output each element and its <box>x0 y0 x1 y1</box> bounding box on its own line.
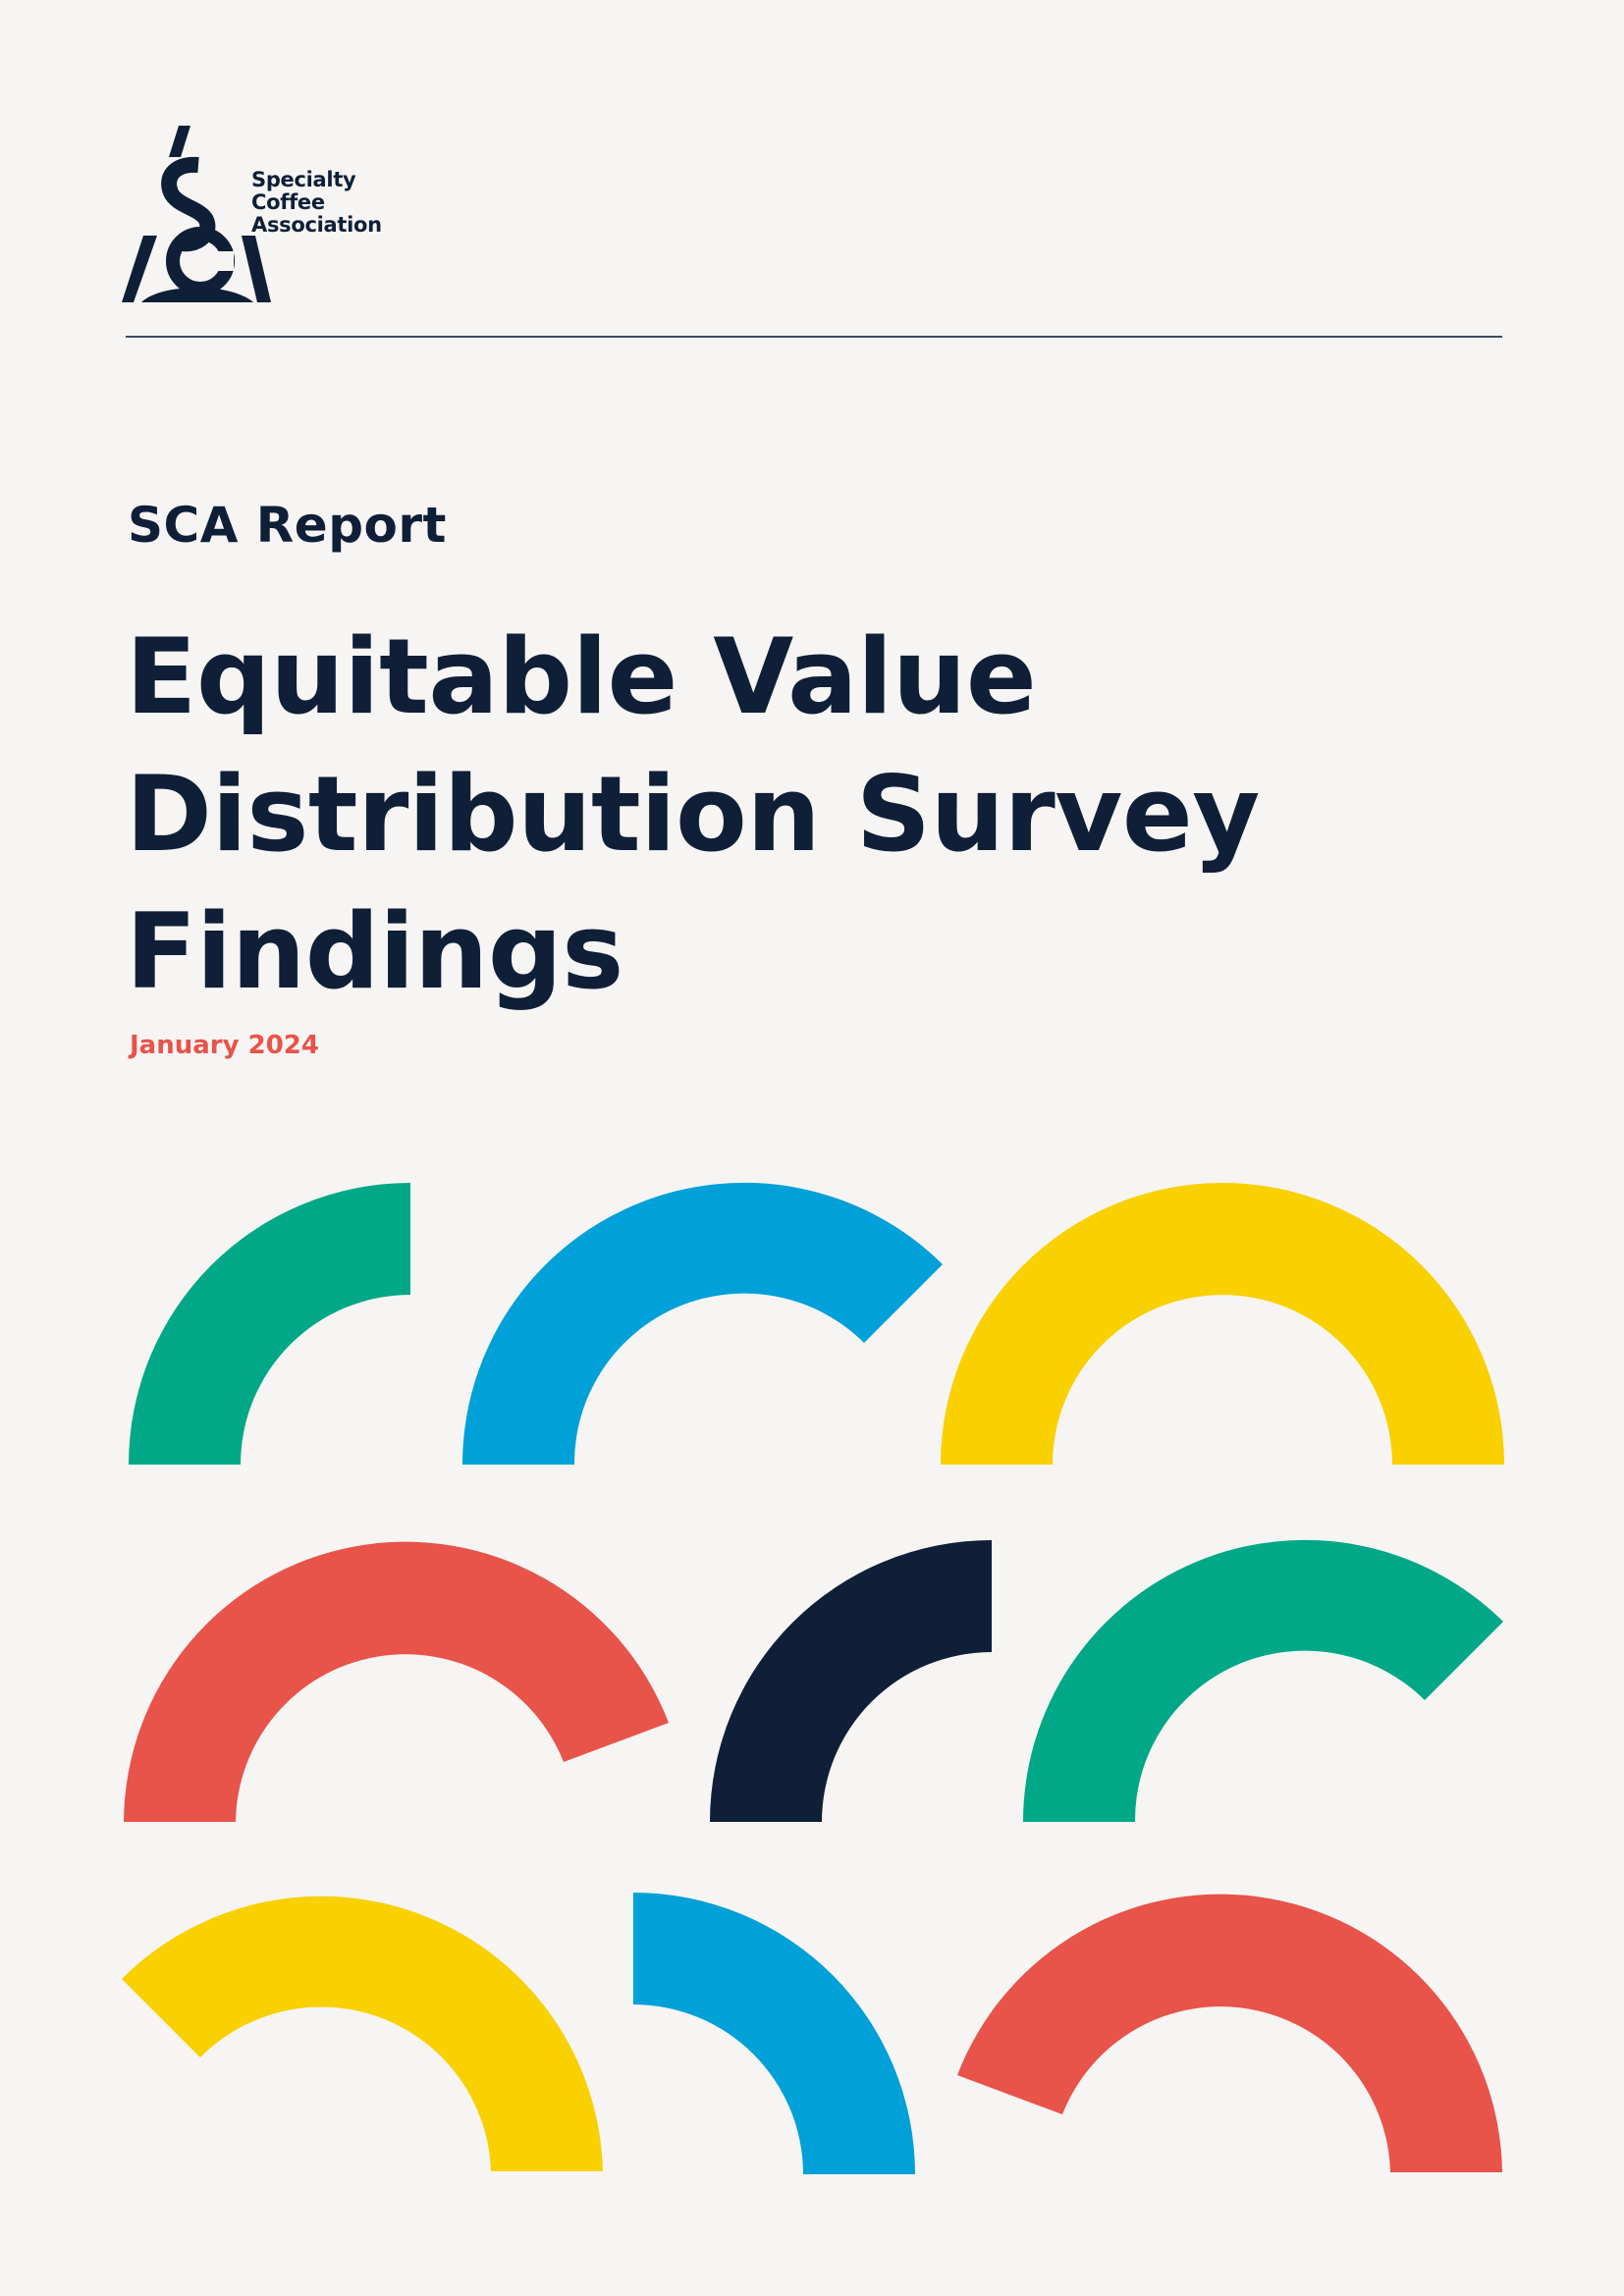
logo-line-2: Coffee <box>251 190 325 214</box>
arc-green-2 <box>1023 1539 1503 1822</box>
arc-green-1 <box>129 1183 410 1465</box>
report-eyebrow: SCA Report <box>128 497 447 554</box>
arc-red-1 <box>124 1541 669 1822</box>
sca-logo-wordmark: Specialty Coffee Association <box>251 169 382 237</box>
arc-red-2 <box>957 1894 1502 2172</box>
sca-logo: Specialty Coffee Association <box>122 118 397 314</box>
sca-logo-mark <box>122 126 271 302</box>
title-line-2: Distribution Survey <box>126 754 1260 875</box>
arc-yellow-1 <box>941 1183 1504 1465</box>
logo-line-3: Association <box>251 213 382 237</box>
report-date: January 2024 <box>130 1031 319 1060</box>
report-title: Equitable Value Distribution Survey Find… <box>126 609 1500 1021</box>
title-line-1: Equitable Value <box>126 616 1037 737</box>
arc-yellow-2 <box>122 1896 603 2171</box>
arc-blue-2 <box>633 1893 915 2174</box>
logo-line-1: Specialty <box>251 168 356 191</box>
title-line-3: Findings <box>126 891 623 1012</box>
arc-navy-1 <box>710 1540 992 1822</box>
arc-blue-1 <box>462 1182 943 1465</box>
header-divider <box>126 336 1502 338</box>
